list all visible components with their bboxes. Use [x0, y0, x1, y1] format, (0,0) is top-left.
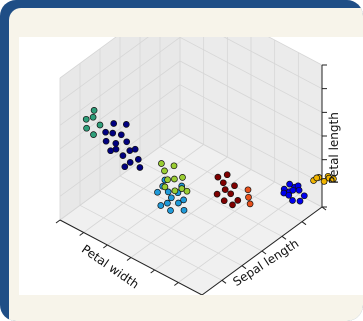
data-point — [134, 156, 142, 163]
data-point — [112, 145, 120, 153]
data-point — [102, 128, 109, 136]
data-point — [89, 113, 97, 121]
data-point — [164, 176, 171, 184]
data-point — [102, 137, 110, 145]
data-point — [171, 187, 179, 195]
data-point — [109, 129, 117, 137]
grid-line — [179, 131, 323, 208]
data-point — [126, 147, 134, 154]
data-point — [131, 145, 139, 153]
data-point — [96, 121, 104, 129]
data-point — [157, 202, 165, 209]
data-point — [90, 107, 98, 114]
data-point — [119, 152, 127, 159]
data-point — [90, 131, 97, 138]
data-point — [320, 178, 328, 185]
data-points — [82, 107, 337, 214]
y-tick — [321, 206, 327, 211]
data-point — [180, 196, 187, 204]
data-point — [286, 180, 293, 188]
grid-line — [59, 37, 149, 102]
data-point — [227, 190, 235, 198]
data-point — [213, 190, 221, 198]
data-point — [161, 183, 169, 191]
data-point — [180, 206, 188, 214]
data-point — [82, 115, 90, 123]
data-point — [164, 199, 171, 207]
y-tick — [261, 250, 267, 255]
z-axis-label: Petal length — [327, 112, 341, 184]
x-tick — [79, 232, 84, 236]
data-point — [223, 171, 231, 179]
y-tick — [281, 235, 287, 240]
data-point — [219, 179, 227, 187]
data-point — [313, 174, 321, 182]
data-point — [121, 163, 129, 171]
data-point — [170, 162, 178, 170]
x-tick — [174, 282, 179, 286]
scatter-3d-chart: Petal width Sepal length Petal length — [55, 37, 341, 295]
y-tick — [301, 221, 307, 226]
data-point — [234, 197, 242, 204]
data-point — [83, 124, 90, 132]
grid-line — [268, 37, 323, 66]
data-point — [246, 200, 254, 208]
data-point — [126, 159, 134, 166]
data-point — [117, 131, 125, 139]
data-point — [171, 175, 178, 183]
data-point — [123, 138, 131, 146]
data-point — [179, 174, 186, 181]
data-point — [175, 199, 182, 207]
data-point — [158, 160, 165, 167]
data-point — [295, 186, 303, 194]
data-point — [161, 167, 168, 175]
data-point — [285, 191, 293, 199]
y-tick — [241, 265, 247, 270]
data-point — [122, 121, 130, 128]
data-point — [289, 186, 297, 194]
data-point — [112, 140, 120, 147]
data-point — [231, 182, 238, 190]
data-point — [289, 197, 296, 204]
data-point — [154, 188, 161, 196]
data-point — [229, 201, 236, 209]
data-point — [330, 175, 337, 183]
data-point — [296, 197, 304, 205]
data-point — [214, 173, 222, 181]
data-point — [244, 186, 252, 194]
grid-line — [159, 146, 303, 223]
data-point — [245, 193, 252, 201]
x-tick — [150, 269, 155, 274]
axes-grid — [59, 37, 323, 295]
y-tick — [221, 279, 227, 284]
x-tick — [55, 219, 61, 224]
data-point — [220, 197, 228, 205]
x-tick — [103, 244, 108, 249]
x-tick — [126, 257, 132, 261]
data-point — [178, 185, 186, 192]
data-point — [167, 194, 175, 202]
grid-line — [59, 37, 117, 79]
data-point — [164, 188, 172, 196]
data-point — [107, 147, 114, 155]
data-point — [110, 120, 118, 127]
data-point — [136, 164, 144, 171]
plot-panel: Petal width Sepal length Petal length — [19, 37, 363, 295]
data-point — [221, 186, 229, 193]
data-point — [300, 192, 308, 200]
data-point — [167, 207, 174, 214]
data-point — [183, 187, 191, 195]
